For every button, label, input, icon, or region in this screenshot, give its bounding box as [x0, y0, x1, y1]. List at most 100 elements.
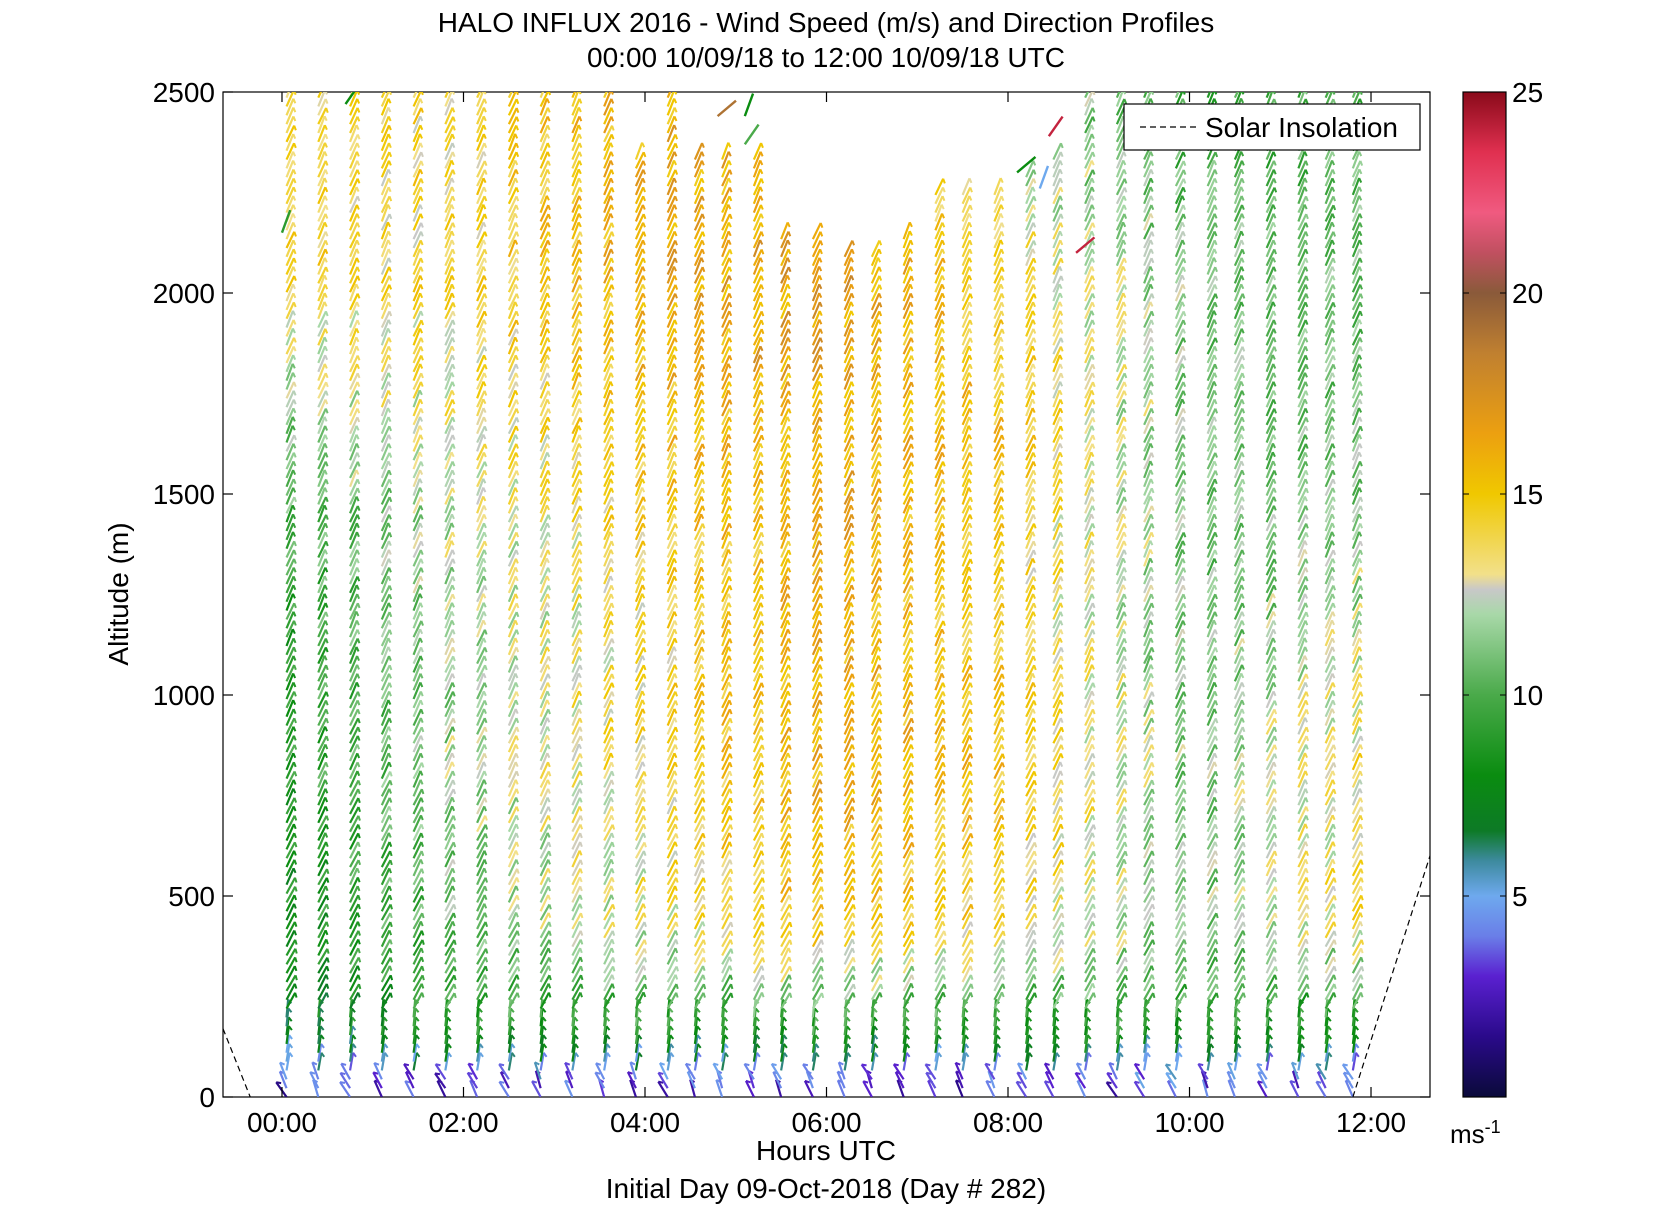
wind-barb	[317, 284, 329, 302]
wind-barb	[349, 408, 361, 426]
wind-barb	[317, 1052, 326, 1071]
wind-barb	[380, 894, 393, 912]
wind-barb	[380, 160, 392, 178]
wind-barb	[380, 443, 392, 461]
wind-barb	[380, 841, 393, 859]
wind-barb	[349, 363, 360, 382]
wind-barb	[285, 443, 297, 461]
wind-barb	[349, 770, 361, 788]
y-tick-label: 1000	[153, 680, 215, 711]
wind-barb	[317, 310, 329, 329]
wind-barb	[380, 788, 392, 806]
wind-barb	[317, 257, 328, 275]
wind-barb	[349, 610, 360, 629]
wind-barb	[380, 867, 392, 886]
wind-barb	[349, 390, 360, 408]
x-tick-label: 04:00	[610, 1107, 680, 1138]
wind-barb	[412, 1043, 421, 1062]
wind-barb	[349, 726, 361, 744]
wind-barb	[285, 92, 290, 99]
wind-barb	[349, 956, 362, 974]
wind-barb	[380, 345, 392, 364]
wind-barb	[349, 664, 360, 682]
wind-barb	[309, 1071, 320, 1089]
wind-barb	[349, 876, 361, 895]
wind-barb	[380, 558, 392, 576]
wind-barb	[285, 239, 297, 258]
wind-barb	[285, 1043, 294, 1062]
wind-barb	[380, 1034, 389, 1053]
wind-barb	[317, 319, 329, 337]
wind-barb	[317, 169, 329, 187]
wind-barb	[380, 133, 392, 152]
wind-barb	[317, 354, 329, 373]
wind-barb	[380, 752, 392, 771]
wind-barb	[317, 974, 329, 992]
wind-barb	[349, 824, 361, 842]
wind-barb	[317, 584, 328, 603]
wind-barb	[285, 1025, 293, 1045]
wind-barb	[380, 381, 392, 399]
wind-barb	[285, 867, 297, 886]
wind-barb	[285, 929, 297, 948]
colorbar-tick-label: 20	[1512, 278, 1543, 309]
wind-barb	[285, 125, 297, 143]
wind-barb	[412, 1052, 421, 1071]
wind-barb	[380, 460, 392, 479]
wind-barb	[349, 505, 361, 523]
wind-barb	[412, 930, 425, 948]
wind-barb	[317, 408, 329, 426]
wind-barb	[349, 452, 361, 470]
wind-barb	[285, 992, 298, 1010]
wind-barb	[349, 912, 361, 930]
wind-barb	[285, 974, 298, 992]
x-tick-label: 08:00	[973, 1107, 1043, 1138]
wind-barb	[285, 770, 298, 788]
wind-barb	[349, 239, 360, 258]
y-tick-label: 0	[199, 1082, 215, 1113]
wind-barb	[380, 611, 393, 629]
wind-barb	[380, 726, 392, 744]
wind-barb	[285, 407, 297, 426]
wind-barb	[380, 885, 393, 903]
wind-barb	[349, 469, 360, 488]
wind-barb	[285, 266, 297, 284]
footer-text: Initial Day 09-Oct-2018 (Day # 282)	[606, 1173, 1046, 1204]
wind-barb	[380, 372, 392, 390]
wind-barb	[349, 160, 361, 178]
wind-barb	[412, 947, 424, 965]
wind-barb	[349, 806, 361, 824]
wind-barb	[349, 355, 361, 373]
wind-barb	[349, 151, 360, 169]
wind-barb	[317, 469, 328, 488]
wind-barb	[317, 124, 328, 143]
wind-barb	[285, 691, 297, 709]
wind-barb	[317, 602, 329, 620]
wind-barb	[412, 992, 425, 1010]
colorbar-gradient	[1462, 91, 1507, 1098]
wind-barb	[349, 399, 361, 417]
wind-barb	[349, 213, 360, 231]
wind-barb	[349, 832, 361, 850]
wind-barb	[285, 231, 297, 249]
colorbar-unit-label: ms-1	[1450, 1117, 1501, 1149]
wind-barb	[317, 593, 328, 611]
wind-barb	[380, 230, 392, 249]
wind-barb	[317, 708, 329, 727]
wind-barb	[285, 328, 296, 346]
wind-barb	[380, 186, 392, 205]
wind-barb	[372, 1071, 383, 1089]
wind-barb	[349, 681, 360, 700]
wind-barb	[380, 514, 392, 532]
wind-barb	[349, 434, 360, 452]
wind-barb	[380, 151, 393, 169]
wind-barb	[349, 425, 360, 443]
wind-barbs	[275, 92, 1365, 1097]
wind-barb	[380, 602, 392, 620]
wind-barb	[317, 239, 329, 258]
wind-barb	[285, 761, 297, 780]
wind-barb	[317, 231, 329, 249]
wind-barb	[380, 478, 393, 497]
wind-barb	[380, 965, 393, 983]
wind-barb	[380, 974, 394, 992]
